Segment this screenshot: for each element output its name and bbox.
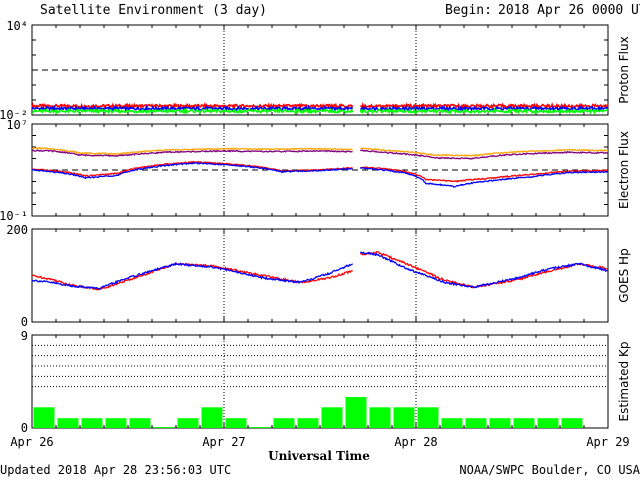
kp-bar <box>129 418 151 428</box>
y-tick-label-bottom: 10⁻² <box>0 108 28 122</box>
series-line-green <box>31 107 354 116</box>
y-tick-label-top: 10⁴ <box>6 19 28 33</box>
panel-proton: 10⁴ 10⁻² Proton Flux <box>0 19 631 122</box>
series-line-blue <box>359 166 609 188</box>
x-tick-label: Apr 26 <box>10 435 53 449</box>
kp-bar <box>153 427 175 428</box>
series-line-orange <box>31 146 353 156</box>
panel-frame <box>31 24 609 116</box>
y-tick-label-top: 200 <box>6 223 28 237</box>
series-line-blue <box>32 162 353 180</box>
y-tick-label-bottom: 10⁻¹ <box>0 209 28 223</box>
chart-title: Satellite Environment (3 day) <box>40 3 267 18</box>
panel-ylabel: Proton Flux <box>617 36 631 103</box>
series-line-blue <box>31 261 354 290</box>
begin-value: 2018 Apr 26 0000 UTC <box>498 3 640 18</box>
kp-bar <box>33 407 55 428</box>
kp-bar <box>105 418 127 428</box>
kp-bar <box>561 418 583 428</box>
series-line-blue <box>359 251 609 289</box>
kp-bar <box>297 418 319 428</box>
begin-label: Begin: <box>445 3 492 18</box>
kp-bar <box>369 407 391 428</box>
series-line-purple <box>359 149 609 160</box>
kp-bar <box>465 418 487 428</box>
series-line-red <box>31 261 354 291</box>
kp-bar <box>81 418 103 428</box>
kp-bar <box>489 418 511 428</box>
panel-ylabel: GOES Hp <box>617 248 631 302</box>
series-line-red <box>359 250 609 289</box>
series-line-green <box>359 107 609 115</box>
y-tick-label-bottom: 0 <box>21 421 28 435</box>
credit-text: NOAA/SWPC Boulder, CO USA <box>459 463 640 477</box>
panel-ylabel: Estimated Kp <box>617 342 631 422</box>
kp-bar <box>345 397 367 428</box>
x-tick-label: Apr 28 <box>394 435 437 449</box>
kp-bar <box>225 418 247 428</box>
kp-bar <box>393 407 415 428</box>
kp-bar <box>417 407 439 428</box>
panels-layer: 10⁴ 10⁻² Proton Flux 10⁷ 10⁻¹ Electron Flux 20… <box>0 19 631 449</box>
panel-goes_hp: 200 0 GOES Hp <box>6 223 631 329</box>
kp-bar <box>537 418 559 428</box>
y-tick-label-bottom: 0 <box>21 315 28 329</box>
panel-electron: 10⁷ 10⁻¹ Electron Flux <box>0 118 631 223</box>
series-line-purple <box>31 148 353 158</box>
x-tick-label: Apr 29 <box>586 435 629 449</box>
updated-text: Updated 2018 Apr 28 23:56:03 UTC <box>0 463 231 477</box>
kp-bar <box>57 418 79 428</box>
kp-bar <box>201 407 223 428</box>
kp-bar <box>441 418 463 428</box>
series-line-blue <box>31 104 354 113</box>
kp-bar <box>321 407 343 428</box>
kp-bar <box>513 418 535 428</box>
panel-ylabel: Electron Flux <box>617 131 631 209</box>
y-tick-label-top: 9 <box>21 329 28 343</box>
panel-frame <box>31 334 609 429</box>
series-line-orange <box>360 147 609 157</box>
kp-bar <box>177 418 199 428</box>
y-tick-label-top: 10⁷ <box>6 118 28 132</box>
series-line-red <box>360 166 608 183</box>
kp-bar <box>249 427 271 428</box>
panel-kp: 9 0 Estimated Kp <box>21 329 631 435</box>
x-tick-label: Apr 27 <box>202 435 245 449</box>
x-axis-label: Universal Time <box>268 449 370 463</box>
kp-bar <box>273 418 295 428</box>
